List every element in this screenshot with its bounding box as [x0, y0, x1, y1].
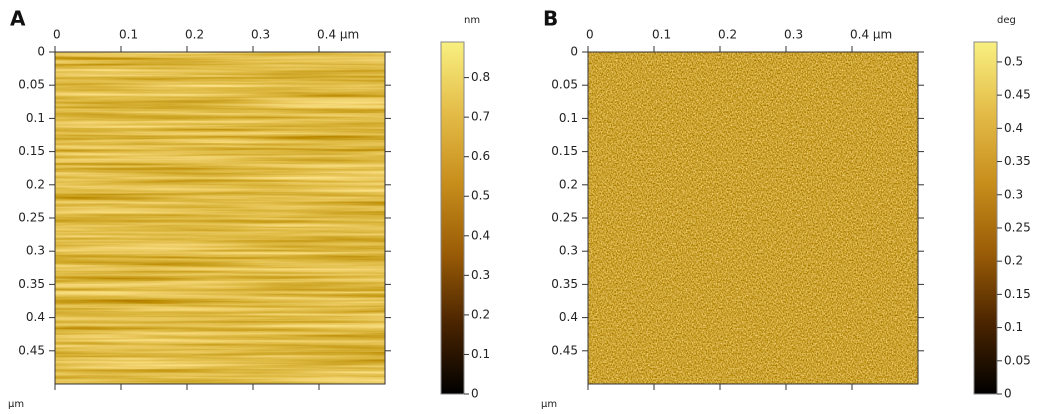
colorbar-tick-label: 0.1: [471, 347, 490, 361]
panel-label: A: [10, 7, 26, 31]
colorbar-tick-label: 0.4: [1004, 121, 1023, 135]
x-tick-label: 0: [586, 28, 594, 42]
y-tick-label: 0.25: [18, 211, 45, 225]
x-tick-label: 0.4 μm: [850, 28, 892, 42]
y-tick-label: 0.3: [26, 244, 45, 258]
colorbar-tick-label: 0.1: [1004, 320, 1023, 334]
y-tick-label: 0.25: [551, 211, 578, 225]
panel-label: B: [543, 7, 558, 31]
colorbar-tick-label: 0.35: [1004, 154, 1031, 168]
y-tick-label: 0.15: [551, 144, 578, 158]
colorbar: [973, 41, 998, 395]
y-tick-label: 0.3: [559, 244, 578, 258]
colorbar-tick-label: 0.45: [1004, 88, 1031, 102]
afm-image: [55, 52, 385, 384]
y-tick-label: 0.4: [559, 310, 578, 324]
colorbar-tick-label: 0: [471, 387, 479, 401]
colorbar-tick-label: 0.7: [471, 110, 490, 124]
colorbar-label: nm: [464, 15, 480, 26]
colorbar-tick-label: 0.3: [471, 268, 490, 282]
y-tick-label: 0.45: [18, 343, 45, 357]
y-unit: μm: [8, 399, 24, 410]
y-tick-label: 0.35: [551, 277, 578, 291]
x-tick-label: 0.2: [185, 28, 204, 42]
y-tick-label: 0.15: [18, 144, 45, 158]
colorbar-tick-label: 0: [1004, 387, 1012, 401]
colorbar-tick-label: 0.5: [1004, 54, 1023, 68]
y-tick-label: 0.1: [559, 111, 578, 125]
colorbar-tick-label: 0.4: [471, 228, 490, 242]
y-tick-label: 0.4: [26, 310, 45, 324]
colorbar-tick-label: 0.2: [471, 307, 490, 321]
colorbar-tick-label: 0.5: [471, 189, 490, 203]
x-tick-label: 0.3: [784, 28, 803, 42]
x-tick-label: 0.2: [718, 28, 737, 42]
colorbar: [440, 41, 465, 395]
x-tick-label: 0.4 μm: [317, 28, 359, 42]
afm-image: [588, 52, 918, 384]
colorbar-label: deg: [997, 15, 1016, 26]
y-tick-label: 0.35: [18, 277, 45, 291]
x-tick-label: 0.1: [652, 28, 671, 42]
y-tick-label: 0.1: [26, 111, 45, 125]
x-tick-label: 0: [53, 28, 61, 42]
y-tick-label: 0: [37, 45, 45, 59]
colorbar-tick-label: 0.15: [1004, 287, 1031, 301]
colorbar-tick-label: 0.3: [1004, 187, 1023, 201]
y-tick-label: 0.2: [26, 177, 45, 191]
x-tick-label: 0.1: [119, 28, 138, 42]
y-tick-label: 0.05: [18, 78, 45, 92]
y-tick-label: 0.05: [551, 78, 578, 92]
x-tick-label: 0.3: [251, 28, 270, 42]
colorbar-tick-label: 0.25: [1004, 220, 1031, 234]
y-tick-label: 0.45: [551, 343, 578, 357]
y-tick-label: 0: [570, 45, 578, 59]
y-unit: μm: [541, 399, 557, 410]
y-tick-label: 0.2: [559, 177, 578, 191]
colorbar-tick-label: 0.05: [1004, 353, 1031, 367]
colorbar-tick-label: 0.8: [471, 70, 490, 84]
colorbar-tick-label: 0.6: [471, 149, 490, 163]
colorbar-tick-label: 0.2: [1004, 254, 1023, 268]
